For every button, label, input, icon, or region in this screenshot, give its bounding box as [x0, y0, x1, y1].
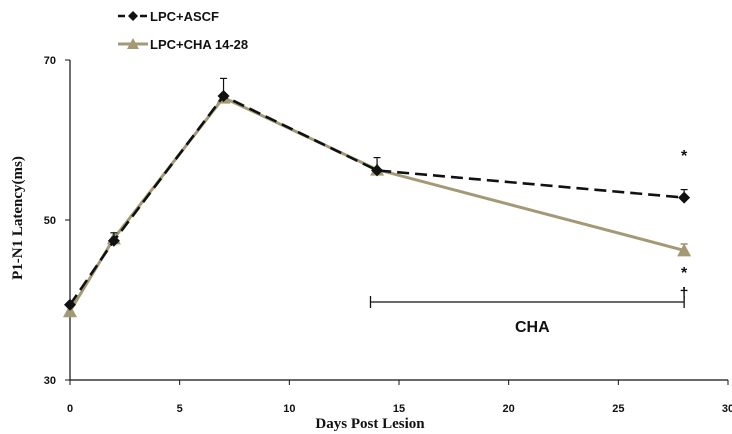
y-tick-label: 30 [44, 375, 56, 387]
treatment-bracket: CHA [369, 296, 685, 336]
legend: LPC+ASCF LPC+CHA 14-28 [118, 9, 248, 52]
significance-marker: † [680, 286, 689, 303]
legend-label-lpc-cha: LPC+CHA 14-28 [150, 37, 248, 52]
x-tick-label: 5 [177, 403, 183, 415]
data-point-lpc-cha-14-28 [677, 243, 692, 257]
y-tick-label: 50 [44, 215, 56, 227]
x-tick-label: 15 [393, 403, 405, 415]
data-point-lpc-ascf [217, 90, 230, 102]
series-line-lpc-cha-14-28 [68, 95, 685, 312]
data-point-lpc-ascf [64, 298, 76, 311]
x-tick-label: 10 [283, 403, 295, 415]
x-tick-label: 0 [67, 403, 73, 415]
x-tick-label: 25 [612, 403, 624, 415]
x-tick-label: 20 [503, 403, 515, 415]
significance-marker: * [681, 148, 688, 165]
legend-marker-lpc-cha [127, 38, 139, 49]
data-point-lpc-ascf [371, 164, 384, 177]
annotation-layer: * * † [680, 148, 689, 303]
data-point-lpc-ascf [107, 234, 120, 247]
y-tick-label: 70 [44, 55, 56, 67]
x-axis-title: Days Post Lesion [315, 416, 425, 432]
bracket-label: CHA [515, 319, 550, 336]
series-line-lpc-ascf [68, 94, 685, 306]
series-lpc-ascf [64, 77, 691, 311]
data-point-lpc-ascf [678, 191, 691, 204]
series-layer [63, 77, 692, 318]
series-lpc-cha-14-28 [63, 90, 692, 318]
axes: 0 5 10 15 20 25 30 30 50 70 [44, 55, 732, 415]
y-axis-title: P1-N1 Latency(ms) [10, 156, 26, 280]
x-tick-label: 30 [722, 403, 732, 415]
legend-marker-lpc-ascf [128, 11, 138, 21]
legend-label-lpc-ascf: LPC+ASCF [150, 9, 219, 24]
significance-marker: * [681, 265, 688, 282]
